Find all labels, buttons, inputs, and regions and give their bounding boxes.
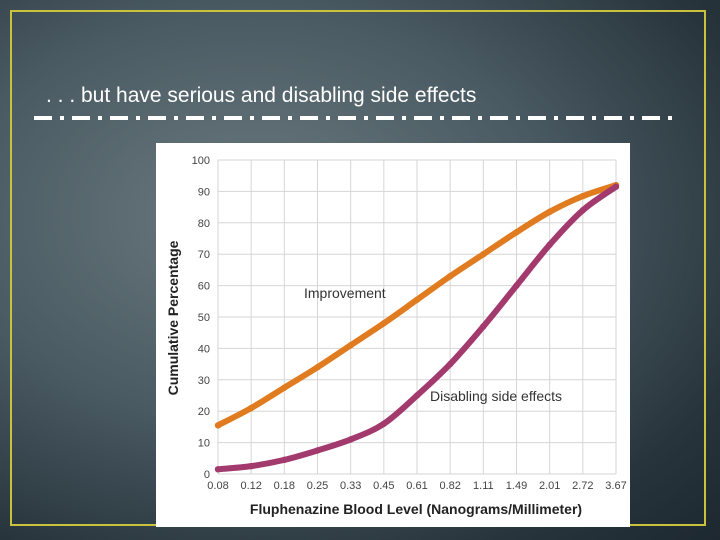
series-point-disabling-side-effects — [513, 282, 520, 289]
x-tick-label: 0.18 — [274, 480, 295, 492]
series-point-improvement — [446, 272, 454, 280]
y-tick-label: 30 — [198, 375, 210, 387]
y-tick-label: 20 — [198, 406, 210, 418]
x-tick-label: 0.33 — [340, 480, 361, 492]
x-tick-label: 2.01 — [539, 480, 560, 492]
series-point-disabling-side-effects — [579, 207, 587, 214]
series-point-improvement — [281, 384, 288, 391]
series-point-disabling-side-effects — [380, 420, 388, 427]
x-tick-label: 0.45 — [373, 480, 394, 492]
series-point-improvement — [480, 251, 487, 258]
y-tick-label: 40 — [198, 343, 210, 355]
series-point-disabling-side-effects — [314, 447, 321, 454]
title-divider — [34, 116, 676, 120]
x-axis-label: Fluphenazine Blood Level (Nanograms/Mill… — [250, 501, 582, 517]
x-tick-label: 0.25 — [307, 480, 328, 492]
series-point-disabling-side-effects — [413, 392, 421, 399]
series-point-improvement — [579, 192, 587, 200]
series-point-improvement — [314, 364, 321, 371]
series-point-improvement — [214, 422, 222, 429]
series-point-disabling-side-effects — [214, 466, 222, 473]
series-point-disabling-side-effects — [446, 360, 454, 368]
y-tick-label: 90 — [198, 186, 210, 198]
chart-panel: 0 10 20 30 40 50 60 70 80 90 100 0.08 0.12 0.18 0.25 0.… — [156, 143, 630, 527]
y-tick-label: 10 — [198, 438, 210, 450]
x-tick-label: 0.61 — [406, 480, 427, 492]
x-tick-label: 0.12 — [240, 480, 261, 492]
y-axis-label: Cumulative Percentage — [165, 240, 181, 395]
x-tick-label: 3.67 — [605, 480, 626, 492]
x-tick-label: 0.82 — [439, 480, 460, 492]
y-tick-label: 50 — [198, 312, 210, 324]
y-tick-label: 60 — [198, 281, 210, 293]
chart: 0 10 20 30 40 50 60 70 80 90 100 0.08 0.12 0.18 0.25 0.… — [165, 155, 627, 517]
y-tick-label: 70 — [198, 249, 210, 261]
y-tick-label: 80 — [198, 218, 210, 230]
series-point-improvement — [513, 229, 520, 236]
series-label-disabling-side-effects: Disabling side effects — [430, 388, 562, 404]
series-point-disabling-side-effects — [347, 436, 354, 443]
x-tick-label: 1.49 — [506, 480, 527, 492]
x-tick-label: 0.08 — [207, 480, 228, 492]
series-point-disabling-side-effects — [281, 456, 288, 464]
series-label-improvement: Improvement — [304, 285, 386, 301]
series-point-disabling-side-effects — [480, 323, 487, 330]
series-point-improvement — [546, 208, 553, 216]
slide-title: . . . but have serious and disabling sid… — [46, 84, 477, 107]
y-tick-label: 100 — [192, 155, 210, 167]
series-point-disabling-side-effects — [612, 183, 620, 190]
series-point-improvement — [347, 342, 354, 349]
x-tick-label: 2.72 — [572, 480, 593, 492]
y-tick-label: 0 — [204, 469, 210, 481]
series-point-improvement — [380, 320, 388, 327]
series-point-improvement — [247, 404, 255, 412]
series-point-disabling-side-effects — [247, 462, 255, 470]
series-point-improvement — [413, 296, 421, 303]
series-point-disabling-side-effects — [546, 241, 553, 248]
x-tick-label: 1.11 — [473, 480, 494, 492]
